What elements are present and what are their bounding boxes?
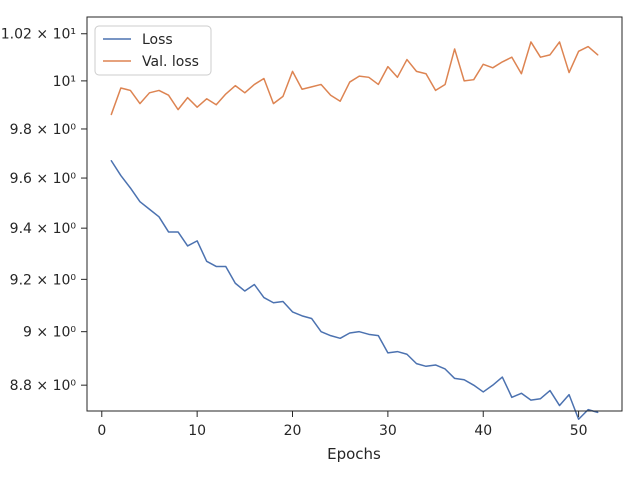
- y-tick-label: 9.2 × 10⁰: [10, 272, 77, 288]
- x-tick-label: 50: [570, 423, 588, 439]
- x-tick-label: 30: [379, 423, 397, 439]
- y-tick-label: 9.4 × 10⁰: [10, 221, 77, 237]
- series-line-loss: [110, 160, 599, 420]
- x-tick-label: 10: [188, 423, 206, 439]
- x-axis-label: Epochs: [327, 445, 381, 463]
- y-axis: 8.8 × 10⁰ 9 × 10⁰ 9.2 × 10⁰ 9.4 × 10⁰ 9.6 × …: [1, 27, 87, 394]
- y-tick-label: 1.02 × 10¹: [1, 27, 76, 43]
- y-tick-label: 9.6 × 10⁰: [10, 171, 77, 187]
- x-tick-label: 0: [97, 423, 106, 439]
- y-tick-label: 10¹: [53, 74, 76, 90]
- plot-frame: [86, 16, 623, 412]
- series-line-val-loss: [110, 41, 599, 116]
- plot-area: [87, 17, 622, 411]
- y-tick-label: 9 × 10⁰: [23, 325, 76, 341]
- x-tick-label: 40: [474, 423, 492, 439]
- x-axis: 0 10 20 30 40 50: [97, 411, 588, 439]
- series-layer: [110, 41, 599, 420]
- y-tick-label: 8.8 × 10⁰: [10, 378, 77, 394]
- legend: Loss Val. loss: [94, 25, 212, 76]
- legend-entry-val-loss: Val. loss: [142, 54, 199, 70]
- y-tick-label: 9.8 × 10⁰: [10, 122, 77, 138]
- x-tick-label: 20: [284, 423, 302, 439]
- legend-entry-loss: Loss: [142, 32, 173, 48]
